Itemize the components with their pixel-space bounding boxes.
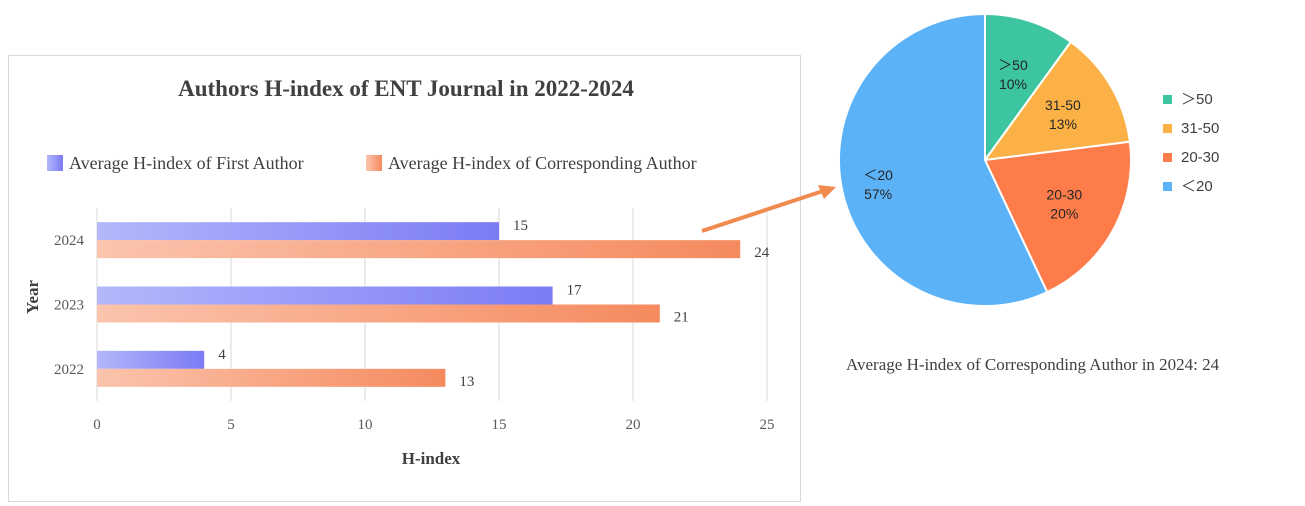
legend-label-corresponding-author: Average H-index of Corresponding Author <box>388 153 697 173</box>
y-axis-title: Year <box>23 280 42 314</box>
data-label: 24 <box>754 245 770 261</box>
y-tick-label: 2022 <box>54 362 84 378</box>
data-label: 21 <box>674 310 689 326</box>
bar-corresponding-author <box>97 240 741 259</box>
pie-slice-percent: 10% <box>999 76 1027 92</box>
pie-legend-label: 31-50 <box>1181 120 1219 137</box>
pie-legend-swatch <box>1163 95 1172 104</box>
x-tick-label: 0 <box>93 417 101 433</box>
bar-chart: Authors H-index of ENT Journal in 2022-2… <box>23 76 775 468</box>
pie-slice-percent: 20% <box>1050 206 1078 222</box>
pie-slice-label: ＜20 <box>863 167 893 183</box>
x-tick-label: 15 <box>492 417 507 433</box>
bar-first-author <box>97 286 553 305</box>
pie-legend-swatch <box>1163 124 1172 133</box>
legend-label-first-author: Average H-index of First Author <box>69 153 304 173</box>
y-tick-label: 2024 <box>54 233 85 249</box>
pie-slice <box>838 12 1049 307</box>
bar-corresponding-author <box>97 304 660 323</box>
legend: Average H-index of First Author Average … <box>47 153 697 173</box>
pie-legend-swatch <box>1163 182 1172 191</box>
y-tick-label: 2023 <box>54 298 84 314</box>
x-tick-label: 20 <box>626 417 641 433</box>
pie-slice-label: 31-50 <box>1045 97 1081 113</box>
x-tick-label: 25 <box>760 417 775 433</box>
pie-legend-label: 20-30 <box>1181 149 1219 166</box>
x-tick-label: 5 <box>227 417 235 433</box>
chart-title: Authors H-index of ENT Journal in 2022-2… <box>178 76 634 101</box>
x-axis-title: H-index <box>402 449 461 468</box>
bar-chart-panel: Authors H-index of ENT Journal in 2022-2… <box>8 55 801 502</box>
pie-legend-label: ＜20 <box>1181 178 1213 195</box>
pie-slice-label: ＞50 <box>998 57 1028 73</box>
bar-corresponding-author <box>97 368 446 387</box>
pie-slice <box>983 140 1132 294</box>
pie-slice-percent: 13% <box>1049 116 1077 132</box>
data-label: 13 <box>459 374 474 390</box>
pie-slice <box>982 40 1131 162</box>
data-label: 4 <box>218 347 226 363</box>
data-label: 15 <box>513 218 528 234</box>
pie-slice-percent: 57% <box>864 186 892 202</box>
pie-slice-label: 20-30 <box>1046 187 1082 203</box>
bar-first-author <box>97 222 499 241</box>
legend-swatch-first-author <box>47 155 63 171</box>
x-tick-label: 10 <box>358 417 373 433</box>
pie-slice <box>984 12 1073 164</box>
data-label: 17 <box>567 283 583 299</box>
bar-first-author <box>97 350 205 369</box>
legend-swatch-corresponding-author <box>366 155 382 171</box>
pie-legend-swatch <box>1163 153 1172 162</box>
pie-caption: Average H-index of Corresponding Author … <box>846 355 1220 374</box>
pie-legend-label: ＞50 <box>1181 91 1213 108</box>
